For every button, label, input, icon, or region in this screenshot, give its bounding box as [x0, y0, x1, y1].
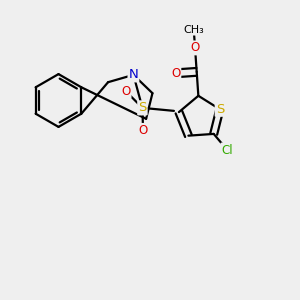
Text: S: S [138, 101, 147, 114]
Text: CH₃: CH₃ [183, 25, 204, 35]
Text: S: S [216, 103, 224, 116]
Text: N: N [129, 68, 138, 81]
Text: O: O [138, 124, 148, 137]
Text: Cl: Cl [221, 143, 233, 157]
Text: O: O [121, 85, 130, 98]
Text: O: O [190, 41, 200, 54]
Text: O: O [171, 67, 180, 80]
